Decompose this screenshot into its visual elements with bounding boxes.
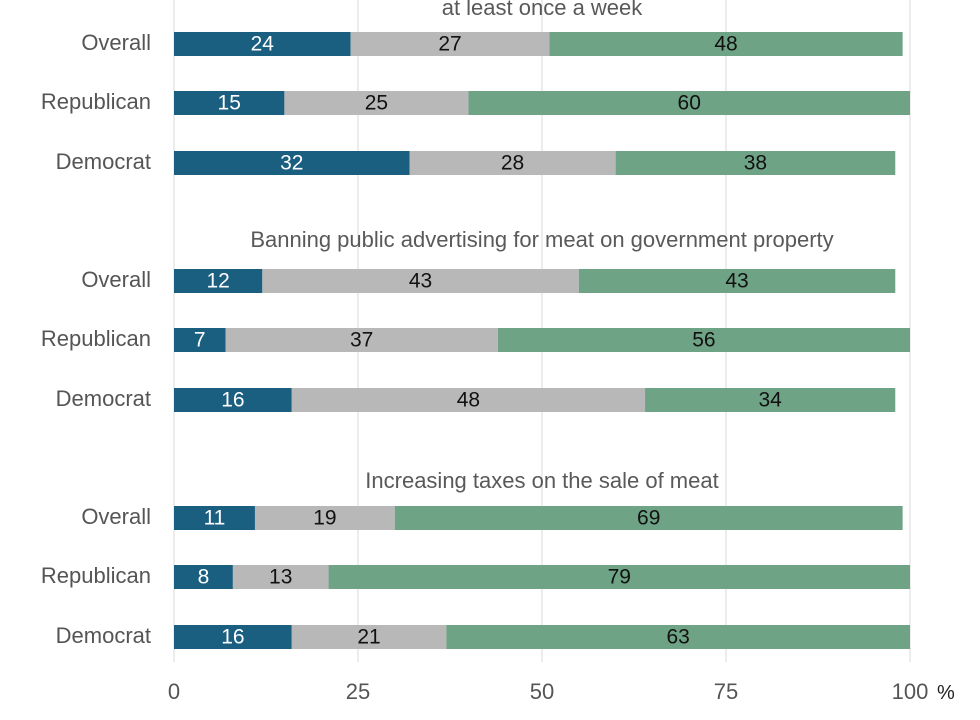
bar-segment xyxy=(615,151,896,175)
data-label: 12 xyxy=(206,270,229,293)
bar-segment xyxy=(549,32,903,56)
bar-segment xyxy=(350,32,550,56)
x-tick-label-0: 0 xyxy=(168,679,180,704)
data-label: 60 xyxy=(678,92,701,115)
bar-segment xyxy=(578,269,896,293)
bar-segment xyxy=(645,388,896,412)
bar-segment xyxy=(174,91,285,115)
data-label: 16 xyxy=(221,626,244,649)
data-label: 19 xyxy=(313,507,336,530)
data-label: 27 xyxy=(438,33,461,56)
bar-segment xyxy=(446,625,910,649)
row-label: Overall xyxy=(81,504,151,529)
bar-segment xyxy=(174,388,292,412)
x-tick-label-75: 75 xyxy=(714,679,738,704)
bar-segment xyxy=(174,506,255,530)
data-label: 37 xyxy=(350,329,373,352)
data-label: 48 xyxy=(457,389,480,412)
bar-segment xyxy=(394,506,903,530)
bar-segment xyxy=(254,506,395,530)
row-label: Republican xyxy=(41,89,151,114)
bar-segment xyxy=(291,388,646,412)
data-label: 48 xyxy=(714,33,737,56)
row-label: Overall xyxy=(81,30,151,55)
row-label: Democrat xyxy=(56,623,151,648)
data-label: 43 xyxy=(409,270,432,293)
data-label: 79 xyxy=(608,566,631,589)
data-label: 24 xyxy=(251,33,275,56)
data-label: 16 xyxy=(221,389,244,412)
x-unit-label: % xyxy=(937,682,955,704)
bar-segment xyxy=(174,269,263,293)
bar-segment xyxy=(291,625,447,649)
data-label: 8 xyxy=(198,566,210,589)
data-label: 69 xyxy=(637,507,660,530)
data-label: 15 xyxy=(218,92,241,115)
x-tick-label-25: 25 xyxy=(346,679,370,704)
data-label: 43 xyxy=(725,270,748,293)
bar-segment xyxy=(174,32,351,56)
data-label: 28 xyxy=(501,152,524,175)
bar-segment xyxy=(225,328,498,352)
bar-segment xyxy=(262,269,579,293)
data-label: 38 xyxy=(744,152,767,175)
bars xyxy=(174,32,910,649)
group-title: at least once a week xyxy=(442,0,644,20)
row-label: Democrat xyxy=(56,386,151,411)
row-label: Overall xyxy=(81,267,151,292)
data-label: 7 xyxy=(194,329,206,352)
bar-segment xyxy=(174,328,226,352)
data-label: 11 xyxy=(204,507,226,530)
x-tick-label-50: 50 xyxy=(530,679,554,704)
group-title: Increasing taxes on the sale of meat xyxy=(365,468,718,493)
bar-segment xyxy=(468,91,910,115)
bar-segment xyxy=(284,91,469,115)
row-label: Democrat xyxy=(56,149,151,174)
data-label: 13 xyxy=(269,566,292,589)
row-label: Republican xyxy=(41,563,151,588)
bar-segment xyxy=(174,625,292,649)
data-label: 32 xyxy=(280,152,303,175)
data-label: 21 xyxy=(357,626,380,649)
group-title: Banning public advertising for meat on g… xyxy=(250,227,833,252)
row-label: Republican xyxy=(41,326,151,351)
bar-segment xyxy=(174,151,410,175)
x-tick-label-100: 100 xyxy=(892,679,929,704)
data-label: 63 xyxy=(666,626,689,649)
bar-segment xyxy=(409,151,616,175)
data-label: 56 xyxy=(692,329,715,352)
bar-segment xyxy=(497,328,910,352)
data-label: 34 xyxy=(758,389,782,412)
bar-segment xyxy=(328,565,910,589)
labels: at least once a week Overall 24 27 48 Republi… xyxy=(41,0,834,649)
x-axis: 0 25 50 75 100% xyxy=(168,679,955,704)
data-label: 25 xyxy=(365,92,388,115)
bar-segment xyxy=(174,565,233,589)
bar-segment xyxy=(232,565,329,589)
